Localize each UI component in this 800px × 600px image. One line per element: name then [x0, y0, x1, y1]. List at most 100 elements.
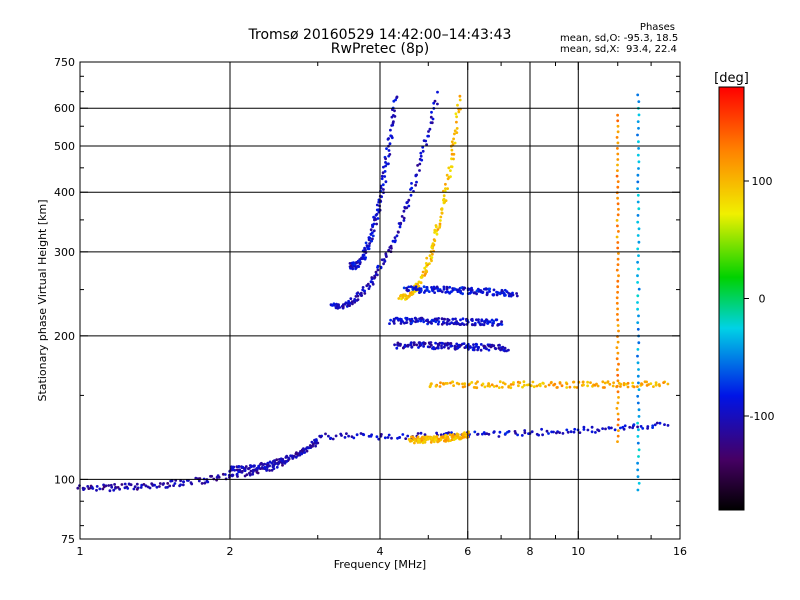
echo-point: [438, 289, 442, 293]
echo-point: [447, 346, 450, 350]
echo-point: [129, 483, 133, 487]
echo-point: [413, 441, 416, 445]
echo-point: [360, 294, 364, 297]
echo-point: [616, 290, 619, 294]
echo-point: [518, 381, 522, 385]
echo-point: [422, 291, 426, 294]
echo-point: [590, 430, 594, 434]
trace-echo: [388, 316, 504, 327]
echo-point: [351, 261, 354, 265]
echo-point: [314, 442, 318, 445]
echo-point: [455, 381, 459, 385]
echo-point: [107, 484, 111, 487]
echo-point: [383, 170, 387, 173]
echo-point: [446, 187, 449, 191]
echo-point: [406, 289, 410, 292]
echo-point: [655, 421, 659, 425]
echo-point: [496, 323, 500, 327]
echo-point: [416, 164, 419, 167]
echo-point: [365, 244, 369, 248]
echo-point: [450, 140, 454, 144]
echo-point: [512, 381, 515, 384]
echo-point: [113, 483, 116, 486]
echo-point: [566, 430, 570, 434]
echo-point: [498, 380, 502, 384]
echo-point: [247, 467, 250, 471]
echo-point: [437, 317, 440, 320]
echo-point: [382, 262, 385, 266]
echo-point: [394, 239, 397, 242]
echo-point: [636, 234, 640, 237]
echo-point: [615, 346, 619, 349]
echo-point: [95, 485, 99, 488]
echo-point: [194, 476, 198, 480]
echo-point: [616, 340, 620, 344]
echo-point: [639, 425, 643, 428]
echo-point: [615, 357, 619, 361]
echo-point: [375, 435, 379, 439]
echo-point: [439, 219, 442, 222]
echo-point: [275, 465, 279, 469]
echo-point: [636, 274, 639, 278]
echo-point: [523, 429, 527, 432]
echo-point: [616, 130, 620, 134]
echo-point: [399, 342, 402, 346]
echo-point: [495, 293, 499, 297]
echo-point: [637, 254, 640, 257]
echo-point: [170, 479, 174, 483]
echo-point: [232, 465, 236, 469]
echo-point: [586, 428, 590, 432]
echo-point: [112, 488, 116, 492]
echo-point: [305, 449, 309, 453]
echo-point: [487, 432, 491, 436]
echo-point: [439, 381, 442, 385]
echo-point: [636, 435, 640, 438]
echo-point: [419, 275, 423, 279]
echo-point: [537, 433, 540, 437]
echo-point: [616, 434, 620, 438]
echo-point: [481, 291, 484, 294]
echo-point: [654, 381, 658, 384]
echo-point: [507, 385, 511, 389]
echo-point: [663, 423, 666, 426]
echo-point: [530, 430, 534, 434]
echo-point: [456, 103, 459, 107]
echo-point: [532, 385, 536, 389]
echo-point: [327, 434, 330, 438]
echo-point: [433, 99, 437, 103]
echo-point: [604, 427, 607, 431]
echo-point: [496, 291, 500, 295]
echo-point: [504, 293, 507, 297]
echo-point: [459, 323, 463, 326]
echo-point: [594, 431, 597, 434]
echo-point: [636, 321, 640, 324]
echo-point: [432, 440, 436, 444]
echo-point: [615, 268, 619, 272]
phase-stats-x-mode: mean, sd,X: 93.4, 22.4: [560, 44, 677, 55]
echo-point: [610, 426, 613, 430]
echo-point: [503, 346, 507, 350]
echo-point: [636, 361, 640, 365]
echo-point: [616, 180, 620, 184]
echo-point: [469, 346, 472, 349]
echo-point: [636, 385, 639, 388]
echo-point: [487, 348, 491, 352]
echo-point: [615, 407, 619, 410]
echo-point: [371, 237, 374, 241]
echo-point: [632, 423, 636, 426]
echo-point: [334, 434, 338, 438]
echo-point: [637, 455, 640, 458]
echo-point: [636, 93, 640, 97]
echo-point: [404, 437, 408, 440]
echo-point: [613, 428, 617, 432]
echo-point: [636, 247, 640, 251]
x-tick-label: 4: [377, 545, 384, 558]
echo-point: [492, 288, 496, 292]
echo-point: [511, 291, 514, 295]
echo-point: [654, 383, 658, 387]
echo-point: [389, 128, 392, 132]
echo-point: [552, 430, 555, 434]
echo-point: [405, 295, 409, 299]
echo-point: [438, 385, 442, 388]
echo-point: [237, 470, 241, 474]
